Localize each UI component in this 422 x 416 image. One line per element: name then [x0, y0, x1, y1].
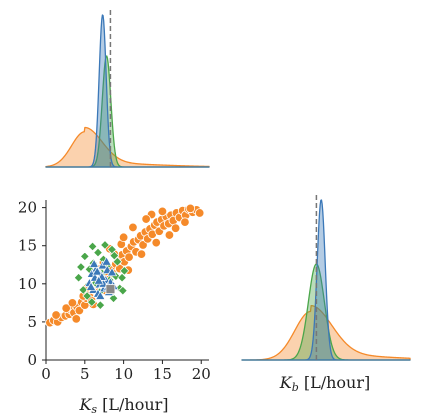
scatter-point-green	[76, 262, 86, 272]
true-value-marker	[105, 284, 116, 295]
scatter-point-orange	[124, 252, 134, 262]
scatter-point-orange	[157, 206, 168, 217]
scatter-point-green	[87, 297, 97, 307]
scatter-point-orange	[194, 208, 205, 218]
marginal-kb-density-plot	[241, 195, 411, 361]
scatter-point-blue	[92, 266, 103, 276]
scatter-point-green	[95, 300, 106, 310]
marginal-ks-density-blue	[45, 14, 210, 168]
scatter-point-orange	[71, 314, 81, 324]
scatter-point-green	[82, 291, 92, 301]
scatter-point-orange	[141, 214, 151, 224]
marginal-kb-density-blue	[241, 199, 411, 361]
joint-x-tick-label: 10	[114, 365, 133, 383]
scatter-point-green	[100, 240, 110, 250]
scatter-point-green	[108, 293, 119, 304]
marginal-ks-density-plot	[45, 10, 210, 168]
marginal-ks-density-orange	[45, 126, 210, 168]
joint-x-tick-label: 15	[153, 365, 172, 383]
scatter-point-green	[78, 285, 89, 295]
scatter-point-green	[73, 272, 84, 283]
scatter-point-orange	[151, 237, 161, 248]
joint-x-tick-label: 20	[192, 365, 211, 383]
scatter-point-orange	[118, 232, 129, 243]
scatter-point-orange	[61, 303, 71, 313]
scatter-point-blue	[95, 290, 106, 300]
scatter-point-orange	[136, 249, 147, 259]
joint-y-tick-label: 15	[18, 237, 37, 255]
joint-y-tick-label: 5	[27, 313, 37, 331]
joint-x-axis-label: Ks [L/hour]	[78, 395, 168, 416]
scatter-point-blue	[106, 267, 118, 277]
scatter-point-green	[112, 256, 123, 267]
scatter-point-green	[93, 247, 103, 258]
scatter-point-orange	[128, 222, 138, 233]
joint-x-tick-label: 5	[80, 365, 90, 383]
scatter-point-orange	[185, 203, 196, 214]
scatter-point-green	[119, 266, 130, 276]
kb-x-axis-label: Kb [L/hour]	[279, 373, 370, 394]
scatter-point-orange	[67, 298, 78, 308]
scatter-point-blue	[93, 275, 104, 285]
joint-scatter-plot: 0 5 10 15 20 0 5 10 15 20	[18, 199, 211, 383]
scatter-point-blue	[85, 281, 97, 291]
scatter-point-orange	[164, 230, 175, 240]
scatter-point-orange	[170, 223, 181, 233]
joint-y-tick-label: 0	[27, 351, 37, 369]
joint-x-tick-label: 0	[41, 365, 51, 383]
scatter-point-green	[80, 251, 90, 262]
scatter-point-green	[118, 285, 128, 296]
scatter-point-green	[109, 250, 120, 261]
scatter-point-blue	[88, 258, 100, 268]
joint-y-tick-label: 10	[18, 275, 37, 293]
scatter-point-green	[117, 272, 127, 283]
scatter-point-green	[87, 241, 98, 252]
scatter-point-blue	[101, 256, 112, 266]
scatter-point-orange	[51, 310, 61, 320]
joint-y-tick-label: 20	[18, 199, 37, 217]
scatter-point-orange	[180, 217, 190, 227]
